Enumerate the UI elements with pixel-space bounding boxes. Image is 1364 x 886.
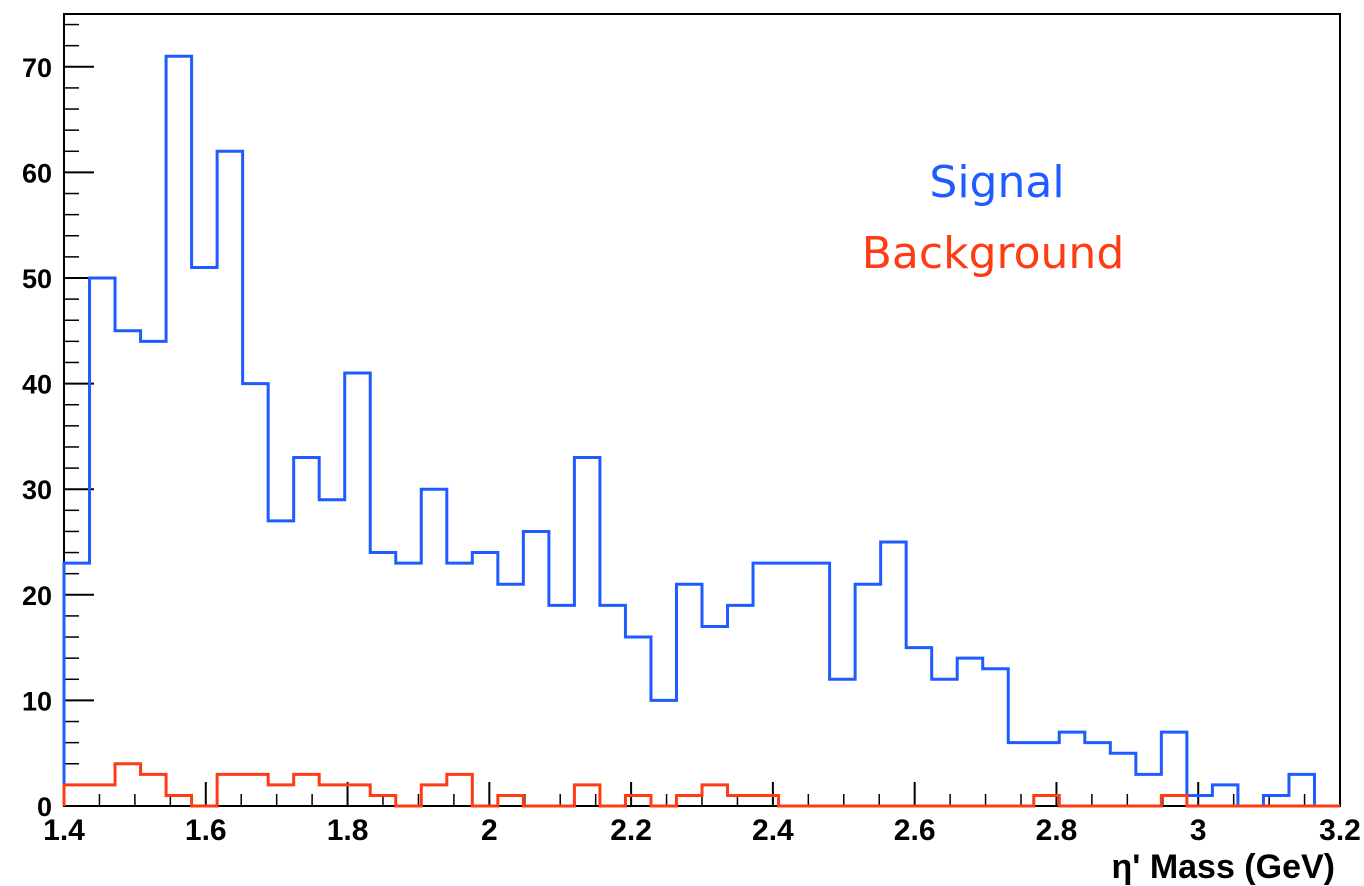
y-tick-label: 40 [22, 370, 52, 400]
x-tick-label: 3.2 [1319, 814, 1361, 847]
x-tick-label: 3 [1190, 814, 1207, 847]
y-tick-label: 50 [22, 264, 52, 294]
y-tick-label: 20 [22, 581, 52, 611]
plot-frame [63, 13, 1341, 807]
x-tick-label: 2.4 [752, 814, 794, 847]
x-tick-label: 2.8 [1036, 814, 1078, 847]
histogram-background-line [62, 762, 1340, 808]
y-tick-label: 30 [22, 475, 52, 505]
x-tick-label: 1.8 [327, 814, 369, 847]
histogram-signal-line [62, 54, 1340, 808]
x-tick-label: 2 [481, 814, 498, 847]
legend-background-label: Background [862, 228, 1125, 279]
axes: 1.4 1.6 1.8 2 2.2 2.4 2.6 2.8 3 3.2 0 10 20 30 40 50 60 7… [22, 23, 1361, 847]
y-tick-label: 10 [22, 686, 52, 716]
x-tick-label: 2.6 [894, 814, 936, 847]
legend-signal-label: Signal [929, 157, 1064, 208]
histogram-series [62, 54, 1340, 808]
x-tick-label: 1.6 [185, 814, 227, 847]
x-tick-label: 1.4 [43, 814, 85, 847]
y-tick-label: 60 [22, 158, 52, 188]
y-tick-label: 70 [22, 53, 52, 83]
x-tick-label: 2.2 [610, 814, 652, 847]
x-axis-title: η' Mass (GeV) [1112, 848, 1335, 886]
y-tick-label: 0 [37, 792, 52, 822]
